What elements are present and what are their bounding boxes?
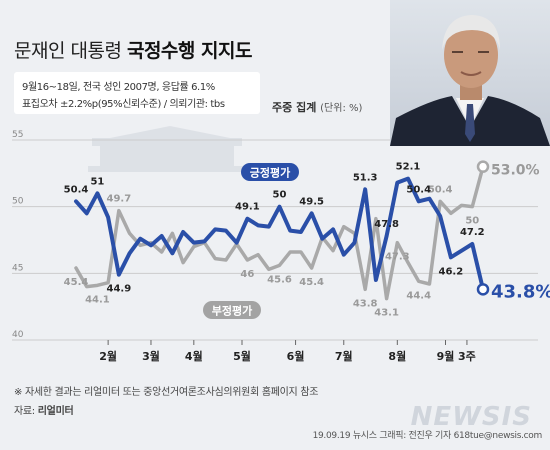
data-label: 47.3: [385, 252, 410, 263]
y-tick-label: 55: [12, 130, 23, 140]
building-watermark: [88, 126, 246, 172]
legend-negative: 부정평가: [203, 301, 261, 319]
source-line: 자료: 리얼미터: [14, 402, 74, 417]
x-tick-label: 3월: [142, 349, 160, 363]
data-label: 45.6: [267, 274, 292, 285]
legend-negative-text: 부정평가: [212, 304, 252, 318]
data-label: 43.8: [353, 298, 378, 309]
unit-text: (단위: %): [320, 103, 363, 114]
data-label: 47.2: [460, 227, 485, 238]
x-tick-label: 5월: [233, 349, 251, 363]
x-tick-label: 7월: [335, 349, 353, 363]
data-label: 46.2: [439, 266, 464, 277]
x-tick-label: 3주: [458, 350, 476, 363]
data-label: 44.9: [106, 284, 131, 295]
data-label: 49.5: [299, 196, 324, 207]
legend-positive-text: 긍정평가: [250, 166, 290, 180]
data-label: 49.7: [106, 194, 131, 205]
series-end-label: 43.8%: [491, 281, 550, 302]
series-line: [74, 164, 485, 301]
legend-positive-pill: [241, 163, 299, 181]
y-tick-label: 40: [12, 330, 24, 340]
series-negative: 45.4 44.1 49.7 46 45.6 45.4 43.843.1 47.3 44.4 50…: [64, 160, 540, 319]
data-label: 50.4: [406, 184, 431, 195]
series-end-marker: [476, 160, 490, 173]
data-label: 47.8: [374, 219, 399, 230]
series-line: [74, 176, 485, 292]
data-label: 45.4: [64, 277, 89, 288]
x-tick-label: 9월: [437, 349, 455, 363]
y-tick-label: 50: [12, 197, 24, 207]
series-positive: 50.45144.949.15049.551.347.852.150.446.2…: [64, 162, 550, 303]
data-label: 51.3: [353, 172, 378, 183]
graphic-credit: 19.09.19 뉴시스 그래픽: 전진우 기자 618tue@newsis.c…: [312, 431, 543, 441]
survey-info-box: 9월16~18일, 전국 성인 2007명, 응답률 6.1% 표집오차 ±2.…: [14, 72, 260, 114]
series-end-label: 53.0%: [491, 163, 540, 179]
source-value: 리얼미터: [37, 406, 74, 417]
president-photo: [390, 0, 550, 146]
footnote: ※ 자세한 결과는 리얼미터 또는 중앙선거여론조사심의위원회 홈페이지 참조: [14, 387, 319, 398]
series-layer: 45.4 44.1 49.7 46 45.6 45.4 43.843.1 47.3 44.4 50…: [64, 160, 550, 319]
data-label: 50: [273, 190, 287, 201]
x-axis: 2월 3월 4월 5월 6월 7월 8월 9월 3주: [99, 340, 476, 363]
chart-subtitle: 주중 집계 (단위: %): [272, 99, 362, 115]
data-label: 49.1: [235, 202, 260, 213]
data-label: 45.4: [299, 277, 324, 288]
newsis-watermark: NEWSIS: [410, 402, 532, 432]
y-axis: 40 45 50 55: [12, 130, 24, 340]
y-gridlines: [12, 139, 538, 341]
y-tick-label: 45: [12, 263, 23, 273]
data-label: 52.1: [396, 162, 421, 173]
source-label: 자료:: [14, 406, 35, 417]
data-label: 46: [240, 269, 254, 280]
x-tick-label: 6월: [287, 349, 305, 363]
legend-positive: 긍정평가: [241, 163, 299, 181]
data-label: 50.4: [428, 184, 453, 195]
title-prefix: 문재인 대통령: [14, 40, 127, 62]
x-tick-label: 4월: [185, 349, 203, 363]
data-label: 44.1: [85, 294, 110, 305]
x-tick-label: 8월: [388, 349, 406, 363]
data-label: 44.4: [406, 290, 431, 301]
data-label: 43.1: [374, 308, 399, 319]
title-bold: 국정수행 지지도: [126, 40, 252, 62]
survey-info-line1: 9월16~18일, 전국 성인 2007명, 응답률 6.1%: [22, 82, 215, 93]
page-title: 문재인 대통령 국정수행 지지도: [14, 36, 252, 63]
legend-negative-pill: [203, 301, 261, 319]
data-label: 50.4: [64, 184, 89, 195]
subtitle-text: 주중 집계: [272, 101, 317, 114]
series-end-marker: [476, 283, 490, 296]
data-label: 51: [90, 176, 104, 187]
data-label: 50: [465, 216, 479, 227]
survey-info-line2: 표집오차 ±2.2%p(95%신뢰수준) / 의뢰기관: tbs: [22, 99, 225, 110]
x-tick-label: 2월: [99, 349, 117, 363]
